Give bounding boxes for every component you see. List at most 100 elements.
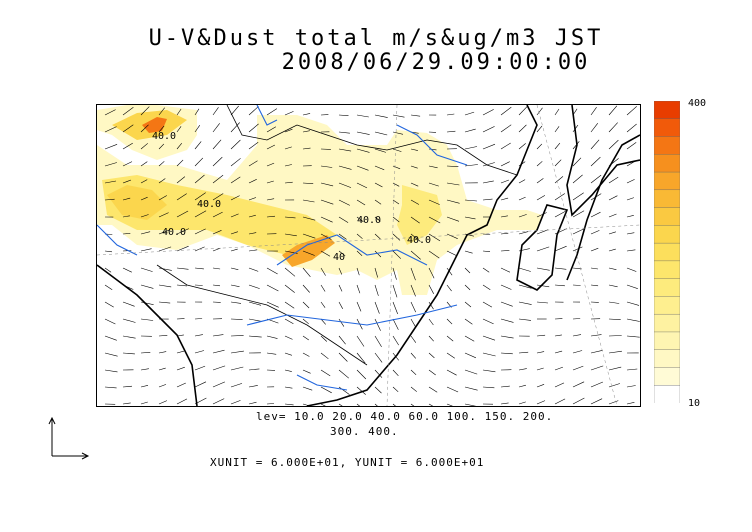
wind-vector [590, 139, 600, 150]
wind-vector [338, 386, 350, 395]
wind-vector [590, 156, 601, 167]
dust-level-60 [107, 185, 167, 220]
wind-vector [140, 124, 149, 133]
wind-vector [356, 148, 370, 153]
wind-vector [608, 248, 616, 252]
wind-vector [626, 267, 637, 272]
color-scale-step [654, 118, 680, 138]
wind-vector [284, 164, 292, 167]
wind-vector [590, 398, 603, 405]
wind-vector [482, 301, 493, 308]
wind-vector [302, 284, 310, 293]
wind-vector [302, 147, 311, 150]
wind-vector [446, 199, 460, 204]
wind-vector [176, 228, 189, 235]
wind-vector [572, 210, 585, 218]
wind-vector [500, 385, 510, 388]
wind-vector [482, 198, 493, 201]
wind-vector [230, 400, 241, 405]
scale-min-label: 10 [688, 398, 701, 409]
wind-vector [194, 365, 206, 371]
wind-vector [158, 267, 172, 271]
wind-vector [590, 267, 599, 270]
wind-vector [248, 214, 256, 218]
japan-sea-coast [566, 105, 640, 217]
dust-map: 40.0 40.0 40.0 40.0 40.0 40 [96, 104, 641, 407]
wind-vector [626, 318, 640, 322]
wind-vector [518, 124, 527, 133]
japan-coast [566, 134, 640, 281]
wind-vector [536, 143, 543, 150]
wind-vector [392, 284, 398, 298]
wind-vector [482, 233, 491, 235]
wind-vector [536, 334, 546, 337]
wind-vector [554, 350, 563, 354]
wind-vector [572, 192, 584, 201]
wind-vector [482, 386, 495, 389]
wind-vector [338, 403, 343, 406]
wind-vector [284, 318, 294, 325]
wind-vector [338, 148, 352, 152]
wind-vector [266, 108, 278, 116]
wind-vector [374, 216, 381, 222]
wind-vector [464, 301, 472, 308]
wind-vector [446, 284, 452, 292]
wind-vector [320, 199, 334, 205]
wind-vector [482, 180, 494, 184]
wind-vector [626, 232, 635, 235]
wind-vector [500, 250, 510, 252]
wind-vector [104, 109, 116, 116]
wind-vector [392, 267, 397, 280]
wind-vector [104, 267, 112, 273]
wind-vector [158, 125, 165, 133]
wind-vector [248, 197, 257, 201]
wind-vector [212, 365, 226, 371]
wind-vector [428, 267, 435, 279]
wind-vector [374, 318, 381, 331]
wind-vector [626, 215, 634, 218]
wind-vector [212, 284, 221, 287]
himalaya-border [156, 264, 368, 366]
wind-vector [212, 107, 219, 116]
wind-vector [572, 284, 581, 286]
wind-vector [104, 386, 117, 389]
wind-vector [374, 352, 383, 363]
wind-vector [392, 199, 400, 205]
wind-vector [446, 165, 459, 167]
wind-vector [104, 162, 117, 167]
wind-vector [302, 386, 313, 391]
wind-vector [608, 122, 618, 133]
wind-vector [302, 233, 316, 239]
wind-vector [230, 335, 244, 337]
coastlines [97, 105, 640, 406]
yangtze-river [246, 304, 458, 326]
wind-vector [212, 174, 224, 184]
wind-vector [392, 369, 399, 377]
wind-vector [500, 284, 512, 290]
wind-vector [356, 131, 370, 135]
wind-vector [590, 107, 597, 116]
dust-level-40 [102, 175, 337, 255]
wind-vector [338, 233, 347, 240]
wind-vector [428, 250, 440, 259]
wind-vector [140, 318, 154, 321]
wind-vector [374, 403, 378, 406]
wind-vector [266, 144, 276, 150]
wind-vector [230, 383, 243, 388]
wind-vector [320, 182, 334, 187]
wind-vector [482, 162, 495, 167]
wind-vector [356, 369, 367, 380]
wind-vector [608, 301, 620, 304]
wind-vector [518, 267, 531, 272]
wind-vector [446, 352, 455, 359]
wind-vector [302, 335, 309, 341]
wind-vector [176, 382, 186, 388]
wind-vector [266, 162, 275, 167]
wind-vector [140, 161, 148, 167]
wind-vector [410, 250, 421, 260]
wind-vector [266, 403, 275, 405]
wind-vector [518, 351, 529, 354]
wind-vector [536, 384, 545, 388]
wind-vector [572, 267, 582, 270]
wind-vector [284, 335, 293, 340]
